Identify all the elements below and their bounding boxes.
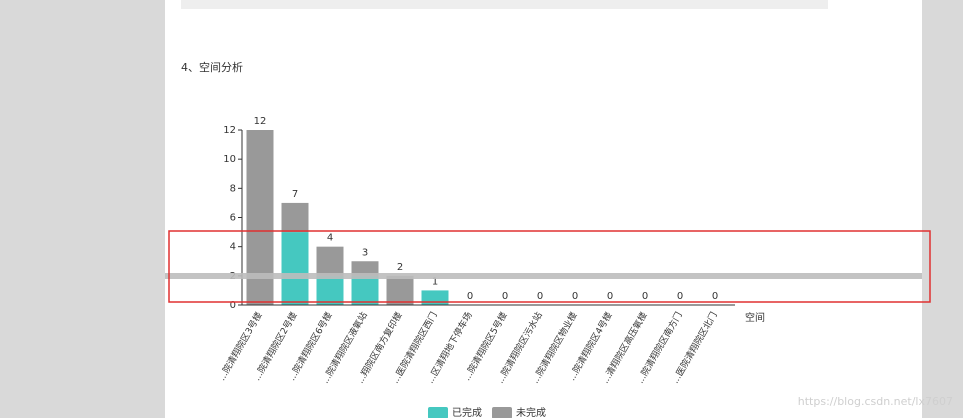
total-label: 12 [254,116,267,127]
total-label: 0 [642,291,648,302]
total-label: 0 [572,291,578,302]
total-label: 4 [327,233,333,244]
y-tick-label: 8 [230,183,236,194]
legend-swatch [428,407,448,418]
total-label: 0 [467,291,473,302]
y-tick-label: 4 [230,242,236,253]
y-tick-label: 6 [230,213,236,224]
bar-segment [421,290,449,305]
total-label: 2 [397,262,403,273]
bar-segment [386,275,414,305]
total-label: 0 [607,291,613,302]
bar-segment [281,232,309,305]
total-label: 3 [362,247,368,258]
table-fragment [181,0,828,9]
document-page [165,0,922,418]
total-label: 0 [537,291,543,302]
total-label: 0 [502,291,508,302]
section-title: 4、空间分析 [181,60,243,74]
bar-segment [316,246,344,276]
y-tick-label: 10 [223,154,236,165]
total-label: 7 [292,189,298,200]
y-tick-label: 12 [223,125,236,136]
y-tick-label: 0 [230,300,236,311]
overlay-strip [165,273,922,279]
bar-segment [316,275,344,305]
x-axis-label: 空间 [745,311,765,324]
bar-segment [281,202,309,233]
total-label: 0 [677,291,683,302]
bar-segment [351,275,379,305]
watermark: https://blog.csdn.net/lx7607 [798,395,953,408]
legend-label: 未完成 [516,406,546,418]
total-label: 0 [712,291,718,302]
total-label: 1 [432,276,438,287]
highlight-box [168,230,931,303]
legend-label: 已完成 [452,406,482,418]
bar-segment [351,261,379,276]
legend-swatch [492,407,512,418]
